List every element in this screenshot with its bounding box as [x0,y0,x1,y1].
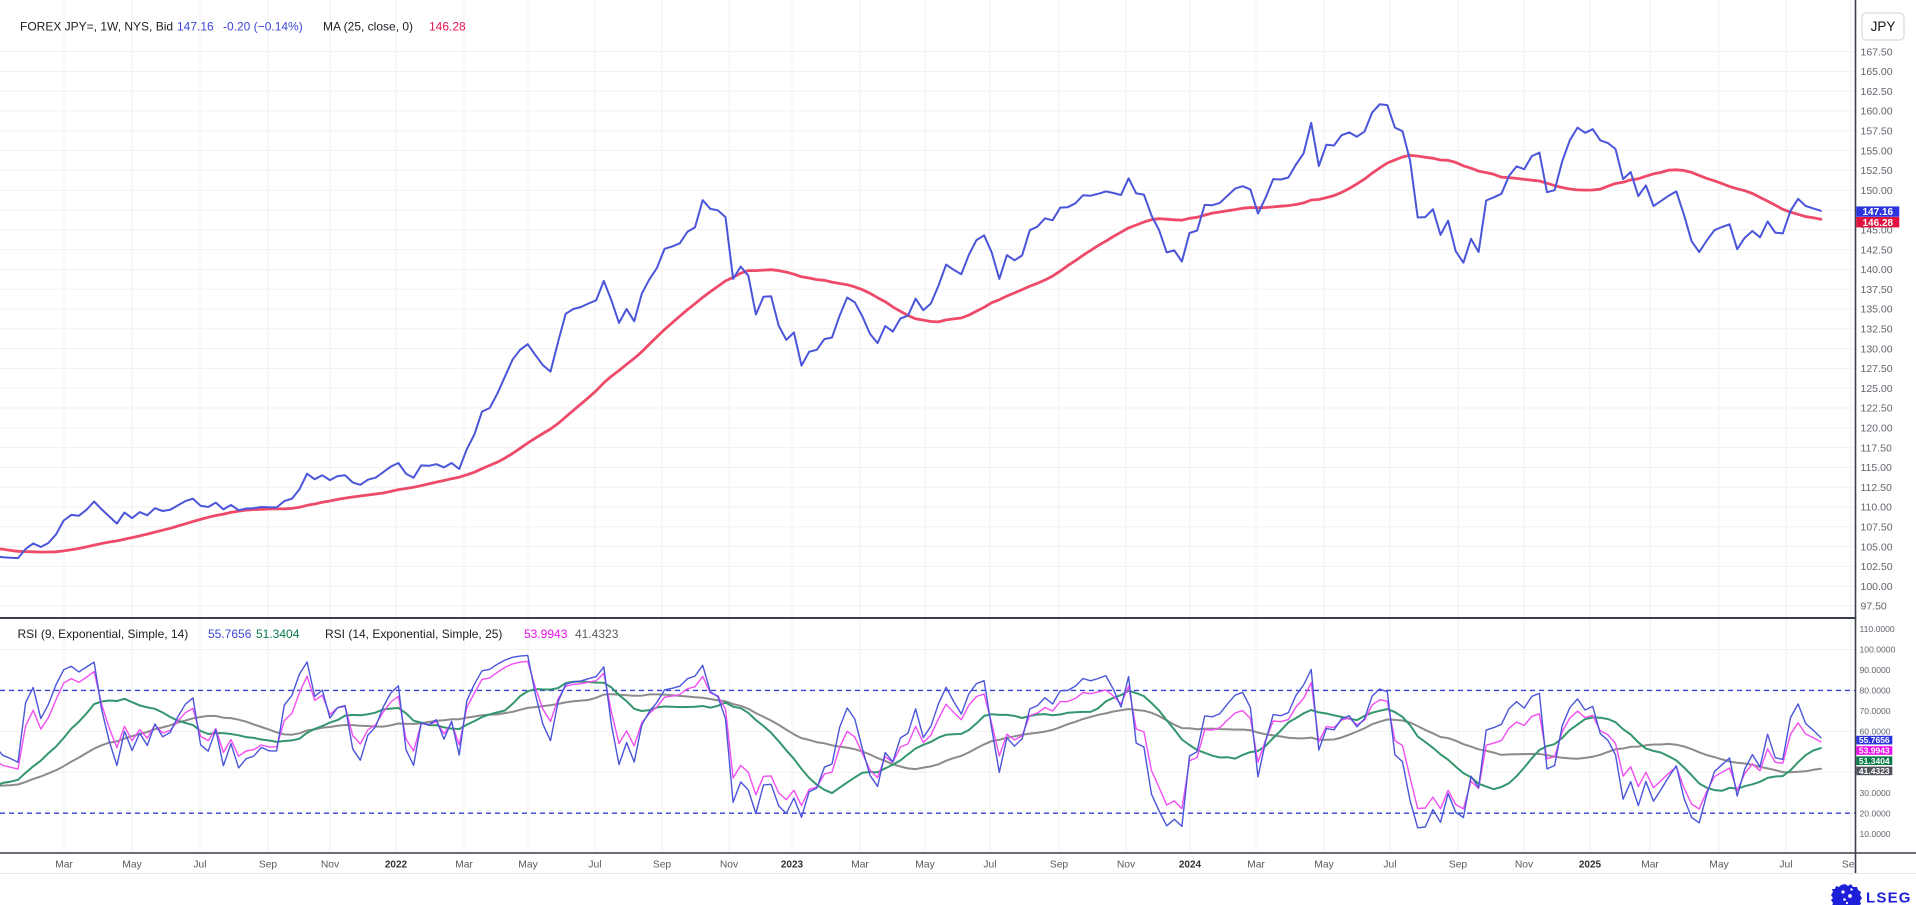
svg-text:140.00: 140.00 [1861,264,1893,276]
svg-text:155.00: 155.00 [1861,145,1893,157]
svg-text:115.00: 115.00 [1861,462,1892,474]
svg-text:Mar: Mar [851,860,869,871]
svg-text:167.50: 167.50 [1861,46,1893,58]
svg-text:152.50: 152.50 [1861,165,1893,177]
svg-text:127.50: 127.50 [1861,363,1893,375]
svg-text:2024: 2024 [1179,860,1202,871]
svg-text:102.50: 102.50 [1861,561,1893,573]
svg-text:157.50: 157.50 [1861,126,1893,138]
svg-text:20.0000: 20.0000 [1860,808,1891,818]
svg-text:2022: 2022 [385,860,408,871]
svg-text:100.0000: 100.0000 [1860,645,1896,655]
svg-text:80.0000: 80.0000 [1860,686,1891,696]
svg-text:165.00: 165.00 [1861,66,1893,78]
svg-text:90.0000: 90.0000 [1860,665,1891,675]
svg-text:Jul: Jul [588,860,601,871]
svg-text:112.50: 112.50 [1861,482,1892,494]
svg-text:122.50: 122.50 [1861,403,1893,415]
svg-text:May: May [915,860,935,871]
svg-text:125.00: 125.00 [1861,383,1893,395]
svg-text:Sep: Sep [1842,860,1861,871]
svg-text:JPY: JPY [1871,19,1896,34]
svg-text:Jul: Jul [193,860,206,871]
svg-text:Mar: Mar [1247,860,1265,871]
svg-text:Nov: Nov [1515,860,1534,871]
svg-text:Jul: Jul [1779,860,1792,871]
svg-text:Nov: Nov [720,860,739,871]
svg-text:Jul: Jul [1383,860,1396,871]
svg-text:30.0000: 30.0000 [1860,788,1891,798]
svg-text:130.00: 130.00 [1861,343,1893,355]
svg-text:137.50: 137.50 [1861,284,1893,296]
svg-text:53.9943: 53.9943 [1859,746,1890,756]
svg-text:Mar: Mar [455,860,473,871]
svg-text:Mar: Mar [1641,860,1659,871]
svg-text:2023: 2023 [781,860,804,871]
svg-text:May: May [1314,860,1334,871]
svg-text:2025: 2025 [1579,860,1602,871]
svg-text:160.00: 160.00 [1861,106,1893,118]
svg-text:Jul: Jul [983,860,996,871]
svg-text:100.00: 100.00 [1861,581,1893,593]
svg-text:107.50: 107.50 [1861,522,1893,534]
svg-text:41.4323: 41.4323 [1859,766,1890,776]
svg-text:105.00: 105.00 [1861,541,1893,553]
svg-text:120.00: 120.00 [1861,423,1893,435]
svg-text:145.00: 145.00 [1861,225,1893,237]
svg-text:Nov: Nov [321,860,340,871]
svg-text:117.50: 117.50 [1861,442,1892,454]
svg-text:Sep: Sep [653,860,672,871]
svg-text:May: May [122,860,142,871]
svg-text:Sep: Sep [1449,860,1468,871]
svg-text:146.28: 146.28 [1863,218,1894,229]
svg-text:10.0000: 10.0000 [1860,829,1891,839]
svg-text:142.50: 142.50 [1861,244,1893,256]
svg-text:Sep: Sep [1050,860,1069,871]
svg-text:Nov: Nov [1117,860,1136,871]
svg-text:LSEG: LSEG [1866,890,1912,905]
svg-text:May: May [518,860,538,871]
svg-text:70.0000: 70.0000 [1860,706,1891,716]
svg-text:110.0000: 110.0000 [1860,624,1895,634]
svg-text:147.16: 147.16 [1863,207,1894,218]
svg-text:May: May [1709,860,1729,871]
svg-text:162.50: 162.50 [1861,86,1893,98]
svg-text:51.3404: 51.3404 [1859,756,1890,766]
svg-text:135.00: 135.00 [1861,304,1893,316]
svg-text:150.00: 150.00 [1861,185,1893,197]
svg-text:Mar: Mar [55,860,73,871]
svg-text:97.50: 97.50 [1861,601,1887,613]
svg-text:110.00: 110.00 [1861,502,1892,514]
svg-text:55.7656: 55.7656 [1859,735,1890,745]
svg-text:132.50: 132.50 [1861,324,1893,336]
svg-text:Sep: Sep [259,860,278,871]
svg-text:60.0000: 60.0000 [1860,727,1891,737]
